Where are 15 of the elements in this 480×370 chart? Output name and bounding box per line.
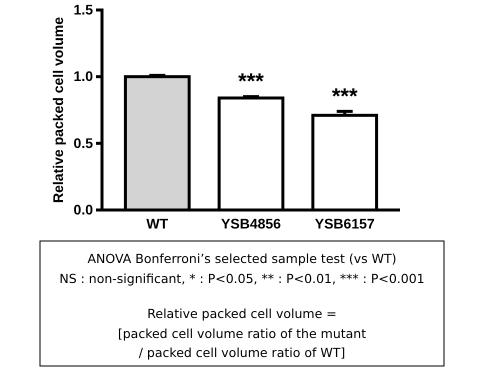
y-tick-label: 0.0: [74, 201, 94, 218]
y-axis-title: Relative packed cell volume: [50, 16, 66, 203]
text: Relative packed cell volume =: [147, 306, 337, 321]
y-tick-label: 0.5: [74, 134, 94, 151]
x-tick-label: YSB4856: [221, 215, 282, 232]
annotation: ***: [238, 68, 264, 94]
annotation: ***: [332, 83, 358, 108]
x-tick-label: WT: [146, 215, 169, 232]
text: / packed cell volume ratio of WT]: [138, 345, 346, 360]
text: NS : non-significant, * : P<0.05, ** : P<0.01, *** : P<0.001: [59, 271, 425, 286]
y-tick-label: 1.5: [74, 1, 94, 18]
text: ANOVA Bonferroni’s selected sample test (vs WT): [87, 251, 397, 266]
x-tick-label: YSB6157: [314, 215, 375, 232]
text: [packed cell volume ratio of the mutant: [118, 326, 366, 341]
y-tick-label: 1.0: [74, 68, 94, 84]
